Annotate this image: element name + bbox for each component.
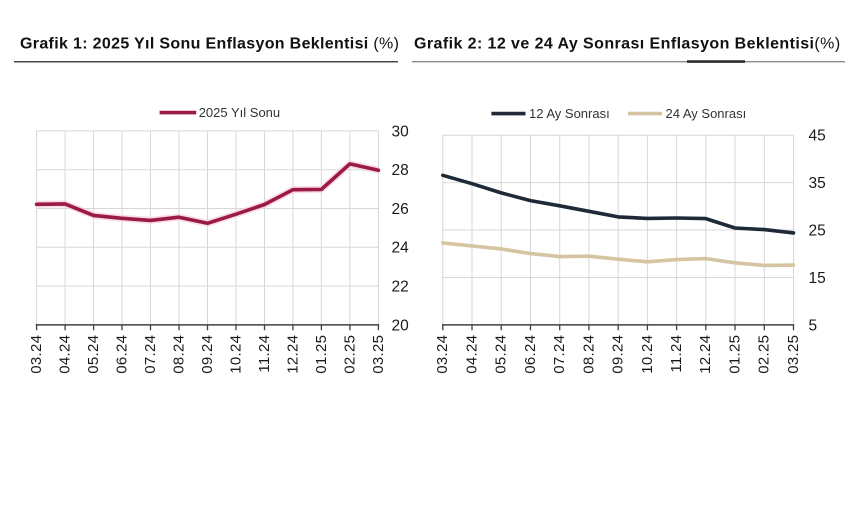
svg-text:12 Ay Sonrası: 12 Ay Sonrası — [529, 106, 610, 121]
svg-text:Grafik 2: 12 ve 24 Ay Sonrası: Grafik 2: 12 ve 24 Ay Sonrası Enflasyon … — [414, 36, 841, 53]
svg-text:10.24: 10.24 — [227, 335, 244, 374]
svg-text:24 Ay Sonrası: 24 Ay Sonrası — [666, 106, 747, 121]
svg-text:03.24: 03.24 — [434, 335, 451, 374]
svg-text:11.24: 11.24 — [668, 335, 685, 373]
svg-text:09.24: 09.24 — [610, 335, 627, 374]
svg-text:06.24: 06.24 — [522, 335, 539, 374]
svg-text:08.24: 08.24 — [170, 335, 187, 374]
svg-text:24: 24 — [392, 240, 410, 257]
svg-text:26: 26 — [392, 201, 409, 218]
svg-text:01.25: 01.25 — [726, 335, 743, 374]
svg-text:09.24: 09.24 — [199, 335, 216, 374]
svg-text:03.24: 03.24 — [28, 335, 45, 374]
svg-text:5: 5 — [809, 317, 818, 334]
svg-text:12.24: 12.24 — [697, 335, 714, 374]
svg-text:15: 15 — [809, 270, 826, 287]
svg-text:11.24: 11.24 — [256, 335, 273, 373]
svg-text:25: 25 — [809, 222, 826, 239]
svg-text:04.24: 04.24 — [463, 335, 480, 374]
svg-text:07.24: 07.24 — [551, 335, 568, 374]
svg-text:02.25: 02.25 — [756, 335, 773, 374]
svg-text:01.25: 01.25 — [313, 335, 330, 374]
svg-text:2025 Yıl Sonu: 2025 Yıl Sonu — [199, 105, 280, 120]
svg-text:05.24: 05.24 — [85, 335, 102, 374]
svg-text:10.24: 10.24 — [639, 335, 656, 374]
svg-text:06.24: 06.24 — [113, 335, 130, 374]
svg-text:12.24: 12.24 — [284, 335, 301, 374]
svg-text:30: 30 — [392, 123, 410, 140]
svg-text:05.24: 05.24 — [493, 335, 510, 374]
svg-text:02.25: 02.25 — [341, 335, 358, 374]
svg-text:22: 22 — [392, 279, 409, 296]
svg-text:Grafik 1: 2025 Yıl Sonu Enflas: Grafik 1: 2025 Yıl Sonu Enflasyon Beklen… — [20, 36, 399, 53]
svg-text:28: 28 — [392, 162, 409, 179]
svg-text:08.24: 08.24 — [580, 335, 597, 374]
svg-text:20: 20 — [392, 317, 410, 334]
svg-text:07.24: 07.24 — [142, 335, 159, 374]
svg-text:03.25: 03.25 — [370, 335, 387, 374]
svg-text:35: 35 — [809, 175, 826, 192]
svg-text:03.25: 03.25 — [785, 335, 802, 374]
svg-text:45: 45 — [809, 128, 826, 145]
svg-text:04.24: 04.24 — [57, 335, 74, 374]
